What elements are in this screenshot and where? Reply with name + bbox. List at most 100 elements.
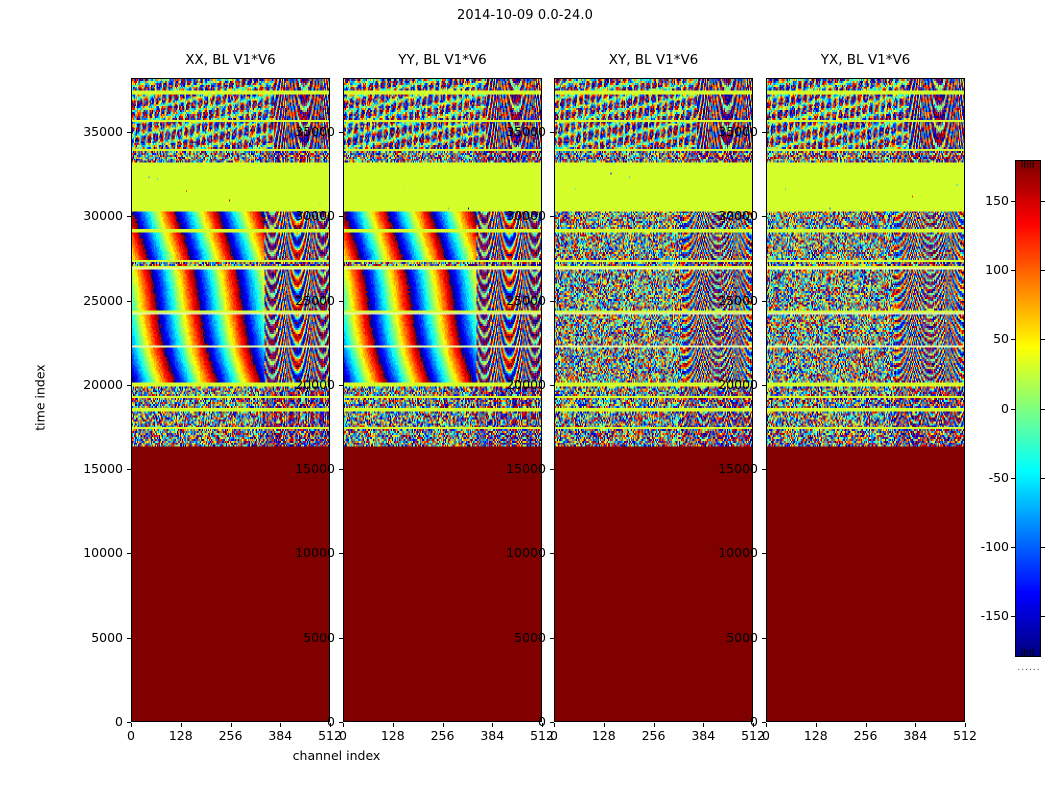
x-tick-mark	[603, 723, 605, 727]
y-tick-label: 35000	[295, 123, 335, 139]
panel-title-yx: YX, BL V1*V6	[820, 52, 911, 68]
x-tick-mark	[392, 723, 394, 727]
y-tick-mark	[762, 722, 766, 723]
y-tick-mark	[550, 384, 554, 386]
y-tick-mark	[339, 553, 343, 555]
x-tick-mark	[815, 723, 817, 727]
colorbar-tick-label: 0	[1001, 400, 1009, 416]
y-tick-label: 30000	[718, 208, 758, 224]
x-tick-label: 0	[762, 728, 770, 743]
x-tick-mark	[280, 723, 282, 727]
x-tick-label: 0	[339, 728, 347, 743]
y-tick-mark	[762, 300, 766, 302]
colorbar-tick-mark	[1011, 270, 1015, 272]
y-tick-mark	[339, 722, 343, 723]
x-tick-mark	[753, 723, 754, 727]
y-tick-mark	[127, 216, 131, 218]
y-tick-label: 15000	[718, 461, 758, 477]
x-tick-label: 128	[803, 728, 828, 743]
y-tick-mark	[127, 384, 131, 386]
y-tick-mark	[127, 722, 131, 723]
x-tick-mark	[131, 723, 132, 727]
figure-suptitle: 2014-10-09 0.0-24.0	[457, 8, 593, 23]
colorbar-tick-mark-inner	[1041, 201, 1045, 203]
y-tick-label: 5000	[91, 629, 123, 645]
y-tick-mark	[762, 216, 766, 218]
colorbar-tick-label: 100	[985, 262, 1009, 278]
y-tick-label: 10000	[718, 545, 758, 561]
colorbar-tick-label: 50	[993, 331, 1009, 347]
y-tick-mark	[550, 469, 554, 471]
x-tick-label: 384	[903, 728, 928, 743]
y-tick-label: 0	[538, 714, 546, 729]
colorbar-tick-mark-inner	[1041, 408, 1045, 410]
y-tick-mark	[550, 216, 554, 218]
x-tick-mark	[703, 723, 705, 727]
x-tick-label: 128	[168, 728, 193, 743]
y-tick-mark	[550, 300, 554, 302]
colorbar-tick-label: -100	[980, 538, 1009, 554]
y-tick-mark	[339, 384, 343, 386]
x-tick-label: 0	[550, 728, 558, 743]
y-tick-label: 15000	[506, 461, 546, 477]
colorbar-tick-mark-inner	[1041, 339, 1045, 341]
y-tick-mark	[339, 216, 343, 218]
y-tick-mark	[127, 469, 131, 471]
colorbar-tick-mark	[1011, 477, 1015, 479]
colorbar-tick-mark-inner	[1041, 615, 1045, 617]
x-tick-mark	[653, 723, 655, 727]
colorbar-tick-mark	[1011, 201, 1015, 203]
y-tick-mark	[550, 637, 554, 639]
y-tick-label: 10000	[295, 545, 335, 561]
y-tick-label: 15000	[83, 461, 123, 477]
y-tick-label: 35000	[718, 123, 758, 139]
y-tick-label: 10000	[506, 545, 546, 561]
x-tick-mark	[180, 723, 182, 727]
y-tick-label: 30000	[295, 208, 335, 224]
y-tick-label: 5000	[514, 629, 546, 645]
x-tick-label: 0	[127, 728, 135, 743]
colorbar-tick-label: -150	[980, 607, 1009, 623]
x-tick-label: 128	[380, 728, 405, 743]
x-tick-label: 512	[318, 728, 342, 743]
y-tick-mark	[339, 637, 343, 639]
y-tick-mark	[127, 131, 131, 133]
x-tick-label: 512	[953, 728, 977, 743]
colorbar-tick-mark	[1011, 615, 1015, 617]
y-tick-label: 35000	[83, 123, 123, 139]
y-tick-mark	[550, 553, 554, 555]
y-tick-mark	[762, 553, 766, 555]
y-tick-label: 25000	[295, 292, 335, 308]
y-tick-label: 15000	[295, 461, 335, 477]
panel-title-yy: YY, BL V1*V6	[398, 52, 487, 68]
x-tick-mark	[442, 723, 444, 727]
x-tick-label: 384	[691, 728, 716, 743]
y-tick-mark	[762, 131, 766, 133]
y-tick-mark	[127, 637, 131, 639]
y-tick-label: 20000	[718, 376, 758, 392]
x-tick-label: 512	[530, 728, 554, 743]
waterfall-panel-yx[interactable]	[766, 78, 965, 722]
x-tick-label: 256	[430, 728, 455, 743]
y-tick-label: 0	[115, 714, 123, 729]
x-tick-mark	[554, 723, 555, 727]
waterfall-panel-yy[interactable]	[343, 78, 542, 722]
y-tick-label: 25000	[506, 292, 546, 308]
x-tick-label: 256	[641, 728, 666, 743]
y-tick-label: 20000	[506, 376, 546, 392]
colorbar-tick-mark	[1011, 546, 1015, 548]
x-tick-mark	[343, 723, 344, 727]
x-tick-mark	[865, 723, 867, 727]
x-tick-mark	[766, 723, 767, 727]
y-tick-label: 0	[327, 714, 335, 729]
x-tick-label: 384	[268, 728, 293, 743]
x-tick-mark	[230, 723, 232, 727]
waterfall-panel-xx[interactable]	[131, 78, 330, 722]
waterfall-panel-xy[interactable]	[554, 78, 753, 722]
colorbar-tick-label: 150	[985, 193, 1009, 209]
colorbar-tick-label: -50	[988, 469, 1009, 485]
y-tick-mark	[550, 131, 554, 133]
y-tick-label: 5000	[303, 629, 335, 645]
y-tick-label: 30000	[506, 208, 546, 224]
